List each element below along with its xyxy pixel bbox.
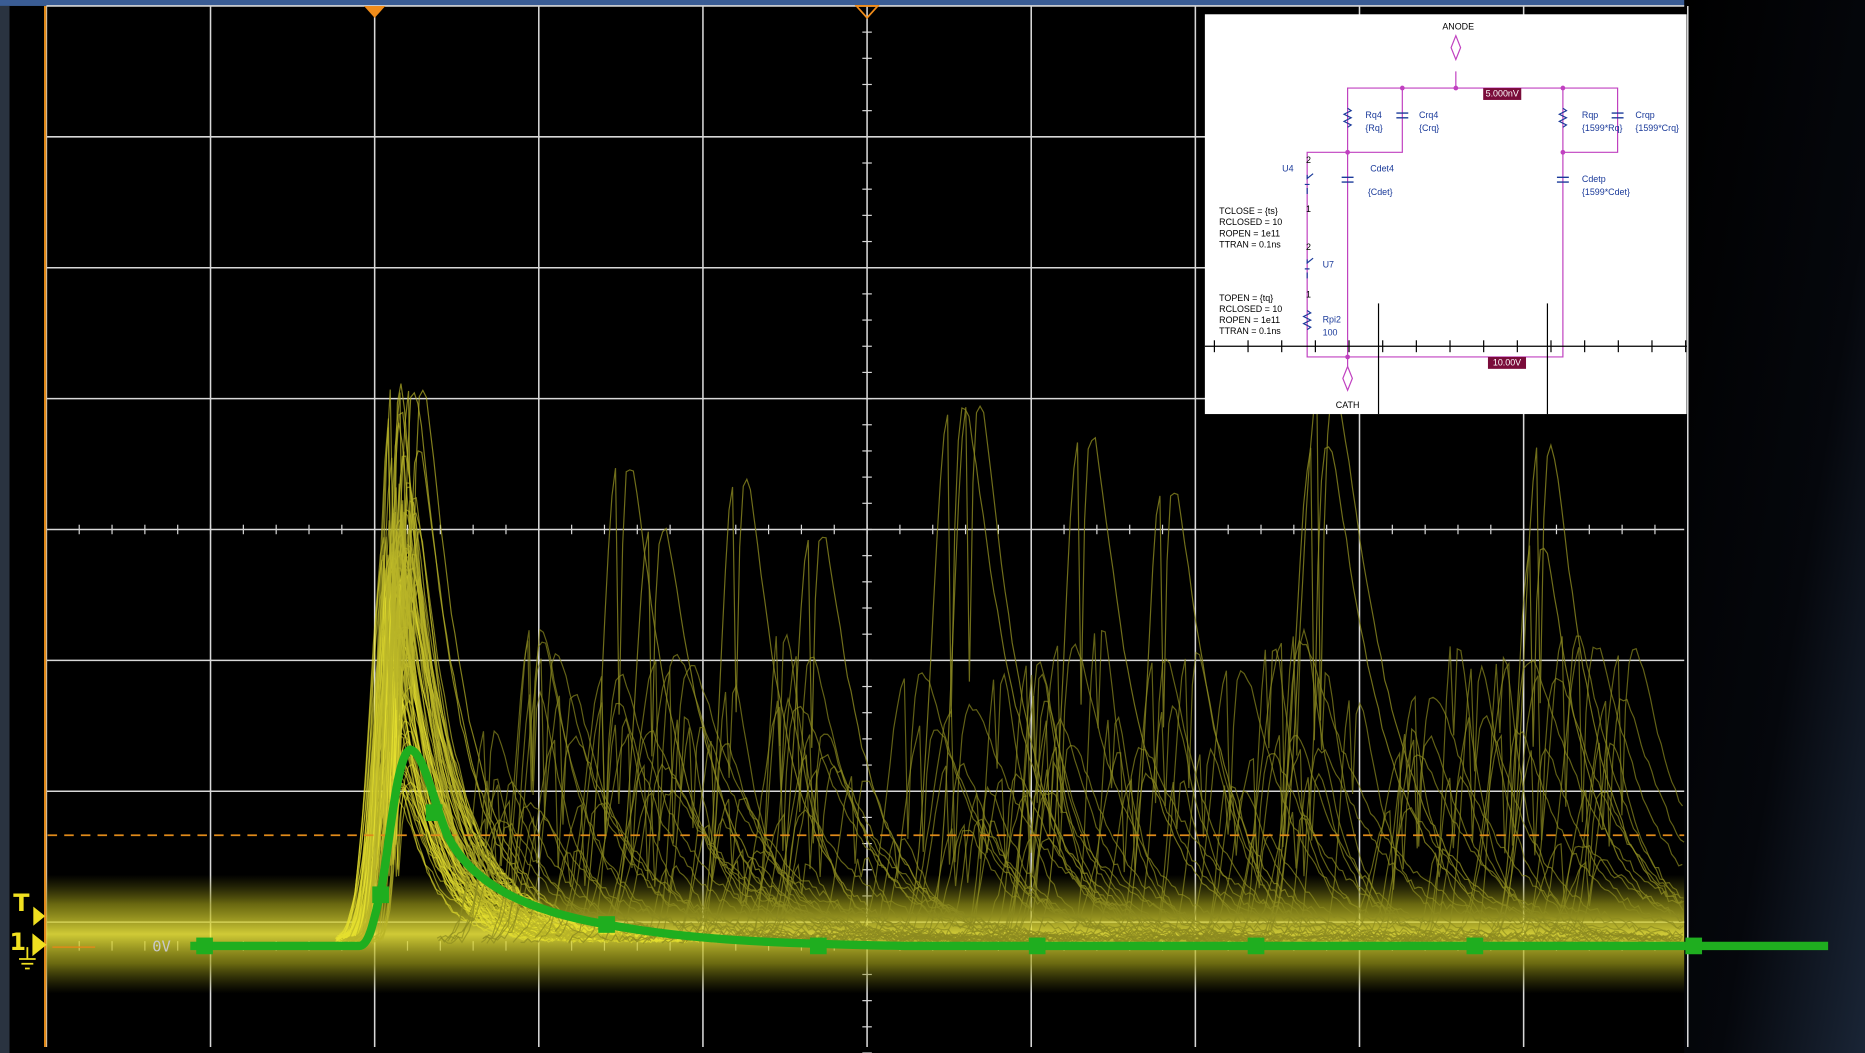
schematic-overlay: ANODE CATH Rq4 {Rq} Crq4 {Crq} Cdet4 {Cdet} Rqp {… bbox=[1205, 14, 1687, 414]
scope-screen: 0V T 1 ANODE CATH Rq4 {Rq} Crq4 {Crq} Cdet4 {Cd… bbox=[0, 0, 1865, 1053]
schematic-label: 1 bbox=[1306, 289, 1311, 299]
schematic-label: TTRAN = 0.1ns bbox=[1219, 239, 1281, 249]
schematic-label: Crq4 bbox=[1419, 110, 1438, 120]
schematic-label: 2 bbox=[1306, 155, 1311, 165]
waveform-marker bbox=[1685, 938, 1702, 955]
schematic-label: 10.00V bbox=[1493, 357, 1521, 367]
schematic-label: Rq4 bbox=[1365, 110, 1381, 120]
top-bar bbox=[0, 0, 1684, 6]
schematic-label: {Crq} bbox=[1419, 123, 1439, 133]
waveform-marker bbox=[372, 886, 389, 903]
schematic-label: {1599*Cdet} bbox=[1582, 187, 1630, 197]
schematic-label: TOPEN = {tq} bbox=[1219, 293, 1273, 303]
waveform-marker bbox=[810, 938, 827, 955]
schematic-label: {Rq} bbox=[1365, 123, 1382, 133]
waveform-marker bbox=[1029, 938, 1046, 955]
page: Oscilloscope persistence capture {"scope… bbox=[0, 0, 1865, 1053]
trigger-marker: T bbox=[13, 889, 30, 917]
junction bbox=[1561, 86, 1566, 91]
side-panel bbox=[1684, 0, 1865, 1053]
waveform-marker bbox=[1248, 938, 1265, 955]
schematic-label: Rqp bbox=[1582, 110, 1598, 120]
schematic-label: RCLOSED = 10 bbox=[1219, 217, 1282, 227]
waveform-marker bbox=[196, 938, 213, 955]
left-edge bbox=[0, 6, 10, 1053]
schematic-label: 2 bbox=[1306, 242, 1311, 252]
schematic-label: U7 bbox=[1323, 260, 1334, 270]
junction bbox=[1345, 355, 1350, 360]
schematic-label: 5.000nV bbox=[1486, 88, 1519, 98]
schematic-label: {1599*Rq} bbox=[1582, 123, 1623, 133]
schematic-label: ROPEN = 1e11 bbox=[1219, 228, 1280, 238]
schematic-label: U4 bbox=[1282, 163, 1293, 173]
schematic-label: ANODE bbox=[1442, 22, 1474, 32]
schematic-label: 1 bbox=[1306, 204, 1311, 214]
schematic-label: TTRAN = 0.1ns bbox=[1219, 326, 1281, 336]
schematic-label: 100 bbox=[1323, 328, 1338, 338]
waveform-marker bbox=[598, 916, 615, 933]
schematic-label: ROPEN = 1e11 bbox=[1219, 315, 1280, 325]
schematic-label: TCLOSE = {ts} bbox=[1219, 206, 1278, 216]
junction bbox=[1453, 86, 1458, 91]
junction bbox=[1400, 86, 1405, 91]
schematic-label: Cdet4 bbox=[1370, 163, 1394, 173]
waveform-marker bbox=[426, 804, 443, 821]
schematic-label: Crqp bbox=[1635, 110, 1654, 120]
schematic-label: RCLOSED = 10 bbox=[1219, 304, 1282, 314]
schematic-label: {1599*Crq} bbox=[1635, 123, 1679, 133]
schematic-label: {Cdet} bbox=[1368, 187, 1393, 197]
page-body: 0V T 1 ANODE CATH Rq4 {Rq} Crq4 {Crq} Cdet4 {Cd… bbox=[0, 0, 1865, 1053]
ground-label: 0V bbox=[152, 938, 171, 956]
waveform-marker bbox=[1467, 938, 1484, 955]
schematic-label: Rpi2 bbox=[1323, 314, 1341, 324]
junction bbox=[1561, 150, 1566, 155]
schematic-label: Cdetp bbox=[1582, 174, 1606, 184]
schematic-label: CATH bbox=[1336, 400, 1360, 410]
channel-marker: 1 bbox=[10, 928, 27, 956]
junction bbox=[1345, 150, 1350, 155]
